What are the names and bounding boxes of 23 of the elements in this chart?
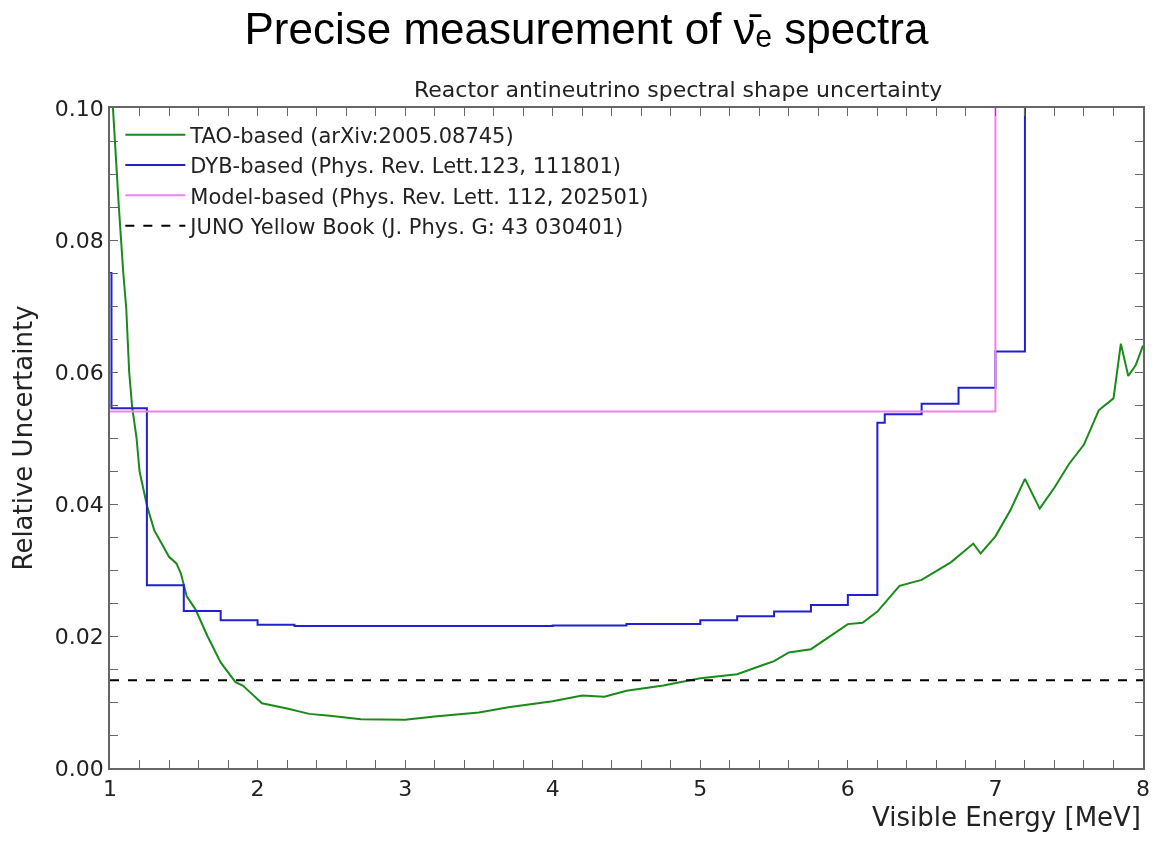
x-tick-label: 4 — [545, 776, 560, 802]
x-tick-label: 2 — [250, 776, 265, 802]
x-tick-label: 1 — [103, 776, 117, 802]
legend-label: JUNO Yellow Book (J. Phys. G: 43 030401) — [188, 214, 624, 239]
y-tick-label: 0.04 — [54, 491, 104, 517]
legend-label: DYB-based (Phys. Rev. Lett.123, 111801) — [190, 154, 622, 179]
legend-label: Model-based (Phys. Rev. Lett. 112, 202501) — [190, 184, 649, 209]
chart-subtitle: Reactor antineutrino spectral shape uncertainty — [414, 77, 943, 102]
x-tick-label: 3 — [398, 776, 413, 802]
x-tick-label: 7 — [988, 776, 1003, 802]
y-axis-title: Relative Uncertainty — [7, 305, 38, 571]
y-tick-label: 0.08 — [54, 227, 104, 253]
line-series — [111, 108, 1143, 721]
legend-label: TAO-based (arXiv:2005.08745) — [189, 123, 514, 148]
y-tick-label: 0.02 — [54, 623, 104, 649]
x-tick-label: 8 — [1136, 776, 1150, 802]
y-tick-label: 0.06 — [54, 359, 104, 385]
x-tick-label: 6 — [840, 776, 855, 802]
y-tick-label: 0.10 — [54, 95, 104, 121]
x-tick-label: 5 — [693, 776, 708, 802]
y-tick-label: 0.00 — [54, 755, 104, 781]
chart-title: Precise measurement of ν̄ₑ spectra — [244, 3, 929, 53]
x-axis-title: Visible Energy [MeV] — [872, 802, 1141, 832]
